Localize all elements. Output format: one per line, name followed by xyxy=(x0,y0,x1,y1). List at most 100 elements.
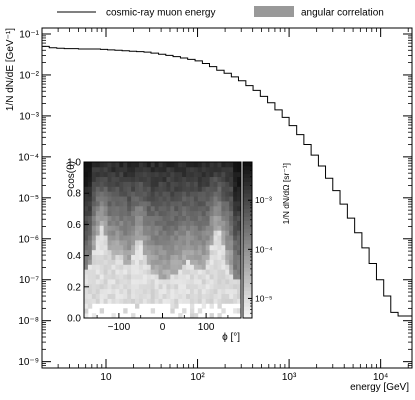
heatmap-cell xyxy=(178,259,183,265)
heatmap-cell xyxy=(189,225,195,231)
heatmap-cell xyxy=(115,249,120,256)
heatmap-cell xyxy=(233,230,238,236)
heatmap-cell xyxy=(182,166,187,173)
heatmap-cell xyxy=(138,249,144,256)
heatmap-cell xyxy=(166,254,171,260)
heatmap-cell xyxy=(150,240,156,246)
heatmap-cell xyxy=(162,259,167,265)
colorbar-step xyxy=(243,294,252,299)
heatmap-cell xyxy=(150,186,156,192)
colorbar-step xyxy=(243,201,252,206)
heatmap-cell xyxy=(95,176,101,182)
heatmap-cell xyxy=(186,279,191,285)
heatmap-cell xyxy=(201,181,207,187)
heatmap-cell xyxy=(229,259,234,265)
heatmap-cell xyxy=(154,293,159,299)
heatmap-cell xyxy=(162,298,167,304)
heatmap-cell xyxy=(229,166,234,173)
heatmap-cell xyxy=(225,210,230,217)
heatmap-cell xyxy=(166,196,171,202)
heatmap-cell xyxy=(123,176,128,182)
inset-y-tick-label: 0.0 xyxy=(67,314,81,325)
heatmap-cell xyxy=(201,269,207,275)
heatmap-cell xyxy=(166,166,171,173)
heatmap-cell xyxy=(182,215,187,221)
heatmap-cell xyxy=(111,244,116,251)
heatmap-cell xyxy=(174,298,179,304)
colorbar-step xyxy=(243,279,252,284)
heatmap-cell xyxy=(189,264,195,270)
heatmap-cell xyxy=(127,298,132,304)
heatmap-cell xyxy=(158,293,163,299)
heatmap-cell xyxy=(119,298,124,304)
heatmap-cell xyxy=(131,191,136,197)
heatmap-cell xyxy=(123,235,128,241)
heatmap-cell xyxy=(138,162,144,168)
heatmap-cell xyxy=(123,283,128,290)
heatmap-cell xyxy=(158,274,163,280)
heatmap-cell xyxy=(166,176,171,182)
heatmap-cell xyxy=(213,215,218,221)
heatmap-cell xyxy=(217,166,222,173)
heatmap-cell xyxy=(115,259,120,265)
heatmap-cell xyxy=(209,288,214,295)
heatmap-cell xyxy=(213,235,218,241)
heatmap-cell xyxy=(91,298,97,304)
heatmap-cell xyxy=(84,191,89,197)
heatmap-cell xyxy=(237,186,242,192)
heatmap-cell xyxy=(142,181,148,187)
heatmap-cell xyxy=(87,181,93,187)
heatmap-cell xyxy=(233,201,238,207)
heatmap-cell xyxy=(119,259,124,265)
heatmap-cell xyxy=(166,215,171,221)
heatmap-cell xyxy=(103,191,108,197)
heatmap-cell xyxy=(162,215,167,221)
heatmap-cell xyxy=(209,264,214,270)
heatmap-cell xyxy=(158,220,163,226)
heatmap-cell xyxy=(95,274,101,280)
heatmap-cell xyxy=(154,269,159,275)
heatmap-cell xyxy=(131,166,136,173)
heatmap-cell xyxy=(197,254,203,260)
heatmap-cell xyxy=(225,205,230,212)
legend-label-muon-energy: cosmic-ray muon energy xyxy=(106,8,215,19)
heatmap-cell xyxy=(84,166,89,173)
heatmap-cell xyxy=(166,186,171,192)
heatmap-cell xyxy=(99,166,105,173)
inset-x-tick-label: 0 xyxy=(160,322,166,333)
heatmap-cell xyxy=(209,303,214,309)
heatmap-cell xyxy=(217,274,222,280)
heatmap-cell xyxy=(170,235,175,241)
heatmap-cell xyxy=(209,176,214,182)
heatmap-cell xyxy=(182,235,187,241)
colorbar-step xyxy=(243,302,252,307)
heatmap-cell xyxy=(142,264,148,270)
heatmap-cell xyxy=(87,186,93,192)
heatmap-cell xyxy=(119,201,124,207)
heatmap-cell xyxy=(142,186,148,192)
heatmap-cell xyxy=(146,196,152,202)
heatmap-cell xyxy=(197,298,203,304)
heatmap-cell xyxy=(217,171,222,178)
heatmap-cell xyxy=(150,191,156,197)
heatmap-cell xyxy=(201,191,207,197)
heatmap-cell xyxy=(146,176,152,182)
heatmap-cell xyxy=(225,274,230,280)
heatmap-cell xyxy=(174,171,179,178)
heatmap-cell xyxy=(91,196,97,202)
heatmap-cell xyxy=(131,269,136,275)
heatmap-cell xyxy=(197,308,203,314)
heatmap-cell xyxy=(91,254,97,260)
heatmap-cell xyxy=(209,215,214,221)
heatmap-cell xyxy=(95,225,101,231)
heatmap-cell xyxy=(154,181,159,187)
heatmap-cell xyxy=(178,279,183,285)
heatmap-cell xyxy=(201,303,207,309)
heatmap-cell xyxy=(84,298,89,304)
heatmap-cell xyxy=(225,186,230,192)
heatmap-cell xyxy=(138,210,144,217)
heatmap-cell xyxy=(119,283,124,290)
heatmap-cell xyxy=(225,220,230,226)
colorbar-step xyxy=(243,263,252,268)
